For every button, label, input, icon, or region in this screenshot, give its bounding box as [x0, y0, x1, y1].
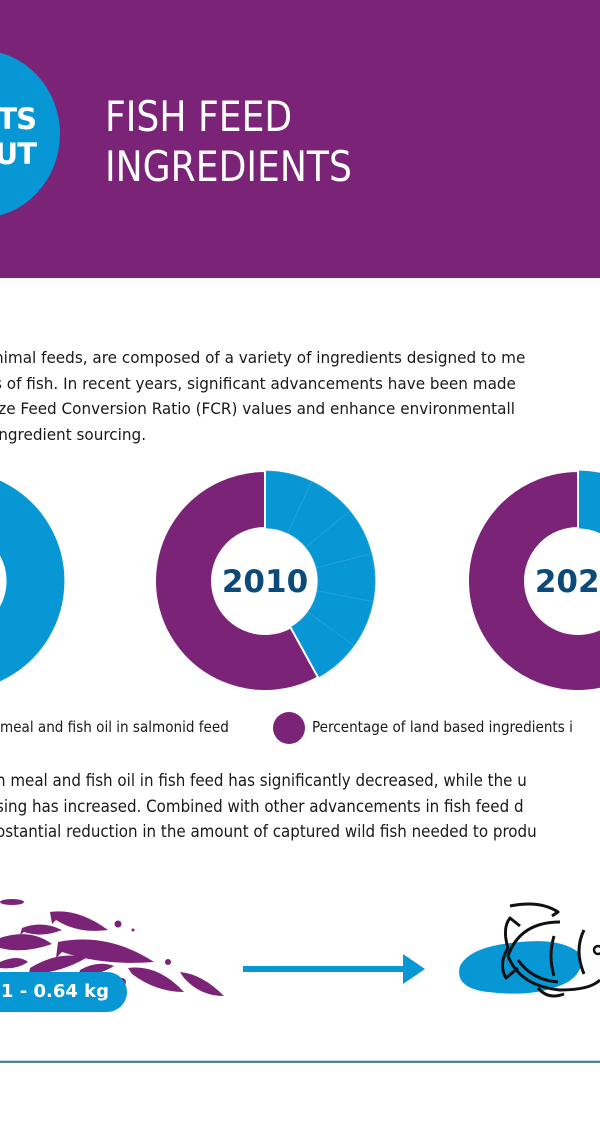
badge-text: TS UT [0, 102, 37, 172]
legend-swatch-land-based [273, 712, 305, 744]
facts-about-badge: TS UT [0, 50, 60, 218]
summary-line: sing has increased. Combined with other … [0, 796, 524, 816]
wild-fish-amount-label: 01 - 0.64 kg [0, 981, 109, 1002]
donut-2010: 2010 [154, 469, 376, 692]
farmed-fish-icon [459, 902, 600, 998]
donut-year-label: 2010 [222, 564, 308, 600]
legend-label-land-based: Percentage of land based ingredients i [312, 718, 573, 736]
summary-paragraph: h meal and fish oil in fish feed has sig… [0, 768, 566, 845]
footer-divider [0, 1060, 600, 1063]
intro-paragraph: nimal feeds, are composed of a variety o… [0, 345, 577, 447]
summary-line: ostantial reduction in the amount of cap… [0, 822, 537, 841]
legend-label-fish-meal: meal and fish oil in salmonid feed [0, 718, 229, 736]
title-line-1: FISH FEED [105, 92, 293, 141]
summary-line: h meal and fish oil in fish feed has sig… [0, 771, 527, 790]
donut-year-label: 2020 [535, 564, 600, 600]
badge-line-1: TS [0, 102, 37, 136]
arrow-right-icon [243, 954, 425, 984]
donut-slice-land-based [154, 469, 320, 692]
intro-line: ize Feed Conversion Ratio (FCR) values a… [0, 399, 515, 418]
fish-conversion-illustration [0, 899, 600, 998]
page-title: FISH FEED INGREDIENTS [105, 92, 352, 192]
intro-line: ingredient sourcing. [0, 424, 147, 444]
header-banner: TS UT FISH FEED INGREDIENTS [0, 0, 600, 278]
donut-slice-fish-meal [0, 480, 65, 682]
donut-charts: 2010 2020 [0, 469, 600, 692]
donut-2020: 2020 [467, 469, 600, 692]
intro-line: nimal feeds, are composed of a variety o… [0, 348, 526, 367]
intro-line: s of fish. In recent years, significant … [0, 373, 516, 393]
badge-line-2: UT [0, 137, 37, 171]
donut-first [0, 480, 65, 682]
donut-slice-fish-meal [577, 470, 600, 534]
donut-slice-land-based [467, 469, 600, 692]
title-line-2: INGREDIENTS [105, 142, 352, 191]
legend: meal and fish oil in salmonid feed Perce… [0, 710, 600, 746]
wild-fish-amount-badge: 01 - 0.64 kg [0, 972, 127, 1012]
